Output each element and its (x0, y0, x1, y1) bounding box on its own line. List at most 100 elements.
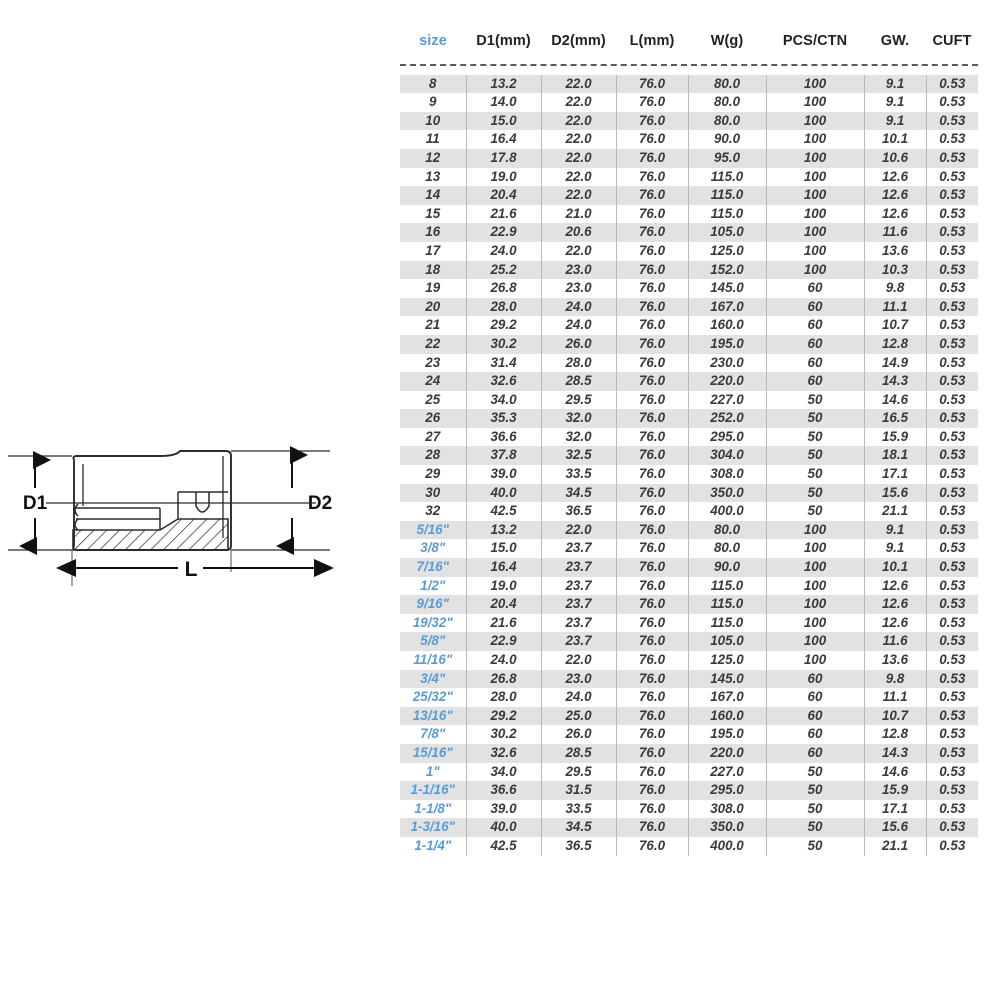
cell-l: 76.0 (616, 539, 689, 559)
cell-pcs: 100 (766, 576, 865, 596)
cell-l: 76.0 (616, 409, 689, 428)
cell-cuft: 0.53 (939, 503, 966, 519)
cell-d2: 31.5 (541, 781, 617, 800)
cell-gw: 11.6 (864, 632, 927, 651)
column-header-pcs-ctn: PCS/CTN (782, 33, 848, 49)
cell-w: 308.0 (688, 799, 767, 819)
cell-pcs: 100 (766, 130, 865, 149)
cell-size: 24 (400, 372, 467, 391)
cell-size: 19 (400, 279, 467, 298)
table-row: 9 14.0 22.0 76.0 80.0 100 9.1 0.53 (400, 93, 978, 112)
column-header-d1: D1(mm) (476, 33, 531, 49)
cell-size: 11 (400, 130, 467, 149)
table-row: 24 32.6 28.5 76.0 220.0 60 14.3 0.53 (400, 372, 978, 391)
cell-w: 115.0 (688, 576, 767, 596)
table-row: 18 25.2 23.0 76.0 152.0 100 10.3 0.53 (400, 260, 978, 280)
cell-d1: 39.0 (466, 799, 542, 819)
cell-cuft: 0.53 (939, 652, 966, 667)
cell-d2: 22.0 (541, 148, 617, 168)
cell-gw: 12.6 (864, 576, 927, 596)
cell-w: 80.0 (688, 111, 767, 131)
cell-w: 80.0 (688, 539, 767, 559)
cell-d1: 13.2 (466, 520, 542, 540)
cell-d2: 22.0 (541, 74, 617, 94)
cell-l: 76.0 (616, 781, 689, 800)
cell-w: 308.0 (688, 465, 767, 484)
cell-l: 76.0 (616, 93, 689, 112)
cell-size: 27 (400, 427, 467, 447)
cell-pcs: 100 (766, 260, 865, 280)
cell-d2: 22.0 (541, 651, 617, 670)
cell-w: 167.0 (688, 297, 767, 317)
cell-cuft: 0.53 (939, 168, 966, 184)
cell-w: 295.0 (688, 781, 767, 800)
cell-l: 76.0 (616, 651, 689, 670)
cell-pcs: 100 (766, 204, 865, 224)
specification-table-panel: size D1(mm) D2(mm) L(mm) W(g) PCS/CTN GW… (400, 26, 980, 856)
socket-outer-profile (72, 450, 232, 551)
cell-pcs: 100 (766, 558, 865, 577)
table-row: 1/2" 19.0 23.7 76.0 115.0 100 12.6 0.53 (400, 576, 978, 596)
cell-gw: 11.1 (864, 297, 927, 317)
cell-gw: 10.6 (864, 148, 927, 168)
cell-gw: 15.9 (864, 781, 927, 800)
cell-gw: 12.8 (864, 334, 927, 354)
cell-size: 25 (400, 390, 467, 410)
cell-l: 76.0 (616, 372, 689, 391)
cell-w: 145.0 (688, 279, 767, 298)
cell-size: 1" (400, 762, 467, 782)
cell-cuft: 0.53 (939, 428, 966, 444)
cell-gw: 12.6 (864, 186, 927, 205)
cell-w: 400.0 (688, 502, 767, 521)
cell-d2: 21.0 (541, 204, 617, 224)
cell-size: 1-1/16" (400, 781, 467, 800)
cell-cuft: 0.53 (926, 483, 978, 503)
cell-cuft: 0.53 (939, 94, 966, 110)
table-row: 7/16" 16.4 23.7 76.0 90.0 100 10.1 0.53 (400, 558, 978, 577)
cell-size: 13 (400, 167, 467, 187)
cell-l: 76.0 (616, 204, 689, 224)
cell-l: 76.0 (616, 706, 689, 726)
cell-size: 5/8" (400, 632, 467, 651)
cell-pcs: 60 (766, 669, 865, 689)
cell-cuft: 0.53 (939, 354, 966, 370)
cell-pcs: 60 (766, 353, 865, 373)
cell-gw: 18.1 (864, 446, 927, 466)
cell-l: 76.0 (616, 576, 689, 596)
table-row: 25/32" 28.0 24.0 76.0 167.0 60 11.1 0.53 (400, 688, 978, 707)
cell-l: 76.0 (616, 613, 689, 633)
cell-l: 76.0 (616, 688, 689, 707)
column-header-d2: D2(mm) (551, 33, 606, 49)
cell-gw: 14.6 (864, 762, 927, 782)
cell-gw: 12.6 (864, 204, 927, 224)
cell-pcs: 50 (766, 427, 865, 447)
cell-cuft: 0.53 (926, 111, 978, 131)
cell-pcs: 60 (766, 372, 865, 391)
cell-pcs: 60 (766, 279, 865, 298)
cell-d2: 34.5 (541, 483, 617, 503)
cell-w: 227.0 (688, 390, 767, 410)
cell-d2: 24.0 (541, 688, 617, 707)
table-row: 22 30.2 26.0 76.0 195.0 60 12.8 0.53 (400, 334, 978, 354)
cell-gw: 21.1 (864, 502, 927, 521)
cell-l: 76.0 (616, 130, 689, 149)
cell-size: 13/16" (400, 706, 467, 726)
cell-cuft: 0.53 (926, 632, 978, 651)
cell-size: 28 (400, 446, 467, 466)
cell-pcs: 100 (766, 186, 865, 205)
cell-pcs: 50 (766, 409, 865, 428)
cell-size: 5/16" (400, 520, 467, 540)
cell-l: 76.0 (616, 279, 689, 298)
table-row: 8 13.2 22.0 76.0 80.0 100 9.1 0.53 (400, 74, 978, 94)
cell-cuft: 0.53 (939, 466, 966, 482)
cell-cuft: 0.53 (926, 706, 978, 726)
cell-d1: 21.6 (466, 613, 542, 633)
cell-cuft: 0.53 (939, 763, 966, 779)
cell-w: 350.0 (688, 818, 767, 837)
cell-d1: 13.2 (466, 74, 542, 94)
cell-pcs: 100 (766, 223, 865, 242)
cell-d2: 22.0 (541, 167, 617, 187)
cell-d1: 16.4 (466, 558, 542, 577)
cell-gw: 11.1 (864, 688, 927, 707)
cell-cuft: 0.53 (926, 409, 978, 428)
